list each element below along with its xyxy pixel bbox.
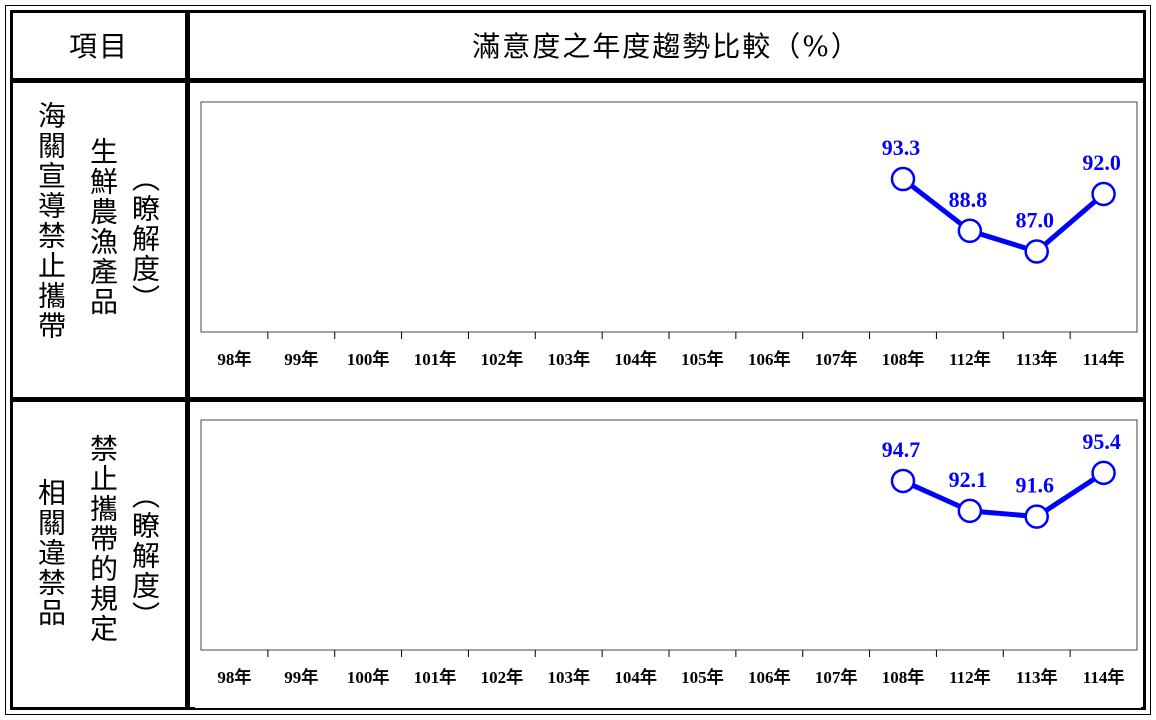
x-tick-label: 112年	[949, 349, 991, 369]
x-tick-label: 99年	[284, 667, 318, 687]
x-tick-label: 102年	[481, 667, 524, 687]
row-divider	[10, 397, 1146, 402]
x-tick-label: 98年	[217, 667, 251, 687]
x-tick-label: 100年	[347, 349, 390, 369]
header-divider	[10, 78, 1146, 83]
x-tick-label: 104年	[614, 667, 657, 687]
x-tick-label: 101年	[414, 667, 457, 687]
data-label: 88.8	[949, 187, 988, 212]
series-line	[901, 177, 1106, 254]
column-divider	[185, 10, 190, 710]
table-inner-border	[10, 10, 1146, 710]
x-tick-label: 105年	[681, 667, 724, 687]
x-tick-label: 98年	[217, 349, 251, 369]
x-tick-label: 113年	[1016, 667, 1058, 687]
item-column-header: 項目	[68, 30, 129, 63]
data-point-marker	[890, 468, 916, 494]
data-label: 92.0	[1082, 150, 1121, 175]
x-tick-label: 112年	[949, 667, 991, 687]
table-outer-border	[5, 5, 1151, 715]
x-tick-label: 102年	[481, 349, 524, 369]
x-tick-label: 103年	[547, 349, 590, 369]
x-tick-label: 113年	[1016, 349, 1058, 369]
x-tick-label: 114年	[1083, 667, 1125, 687]
data-point-marker	[890, 166, 916, 192]
x-tick-label: 114年	[1083, 349, 1125, 369]
x-tick-label: 101年	[414, 349, 457, 369]
x-tick-label: 107年	[815, 667, 858, 687]
x-tick-label: 108年	[882, 667, 925, 687]
data-point-marker	[1024, 239, 1049, 264]
data-point-marker	[1091, 460, 1116, 486]
row1-category-label: 海關宣導禁止攜帶	[34, 101, 67, 341]
data-label: 94.7	[882, 437, 921, 462]
data-point-marker	[957, 218, 983, 244]
chart-fresh-produce-understanding: 98年 99年 100年 101年 102年 103年 104年 105年 106年 107年 10…	[195, 90, 1141, 390]
x-tick-label: 108年	[882, 349, 925, 369]
x-tick-label: 107年	[815, 349, 858, 369]
row2-metric-label: （瞭解度）	[128, 481, 161, 631]
chart-prohibited-items-understanding: 98年 99年 100年 101年 102年 103年 104年 105年 106年 107年 10…	[195, 408, 1141, 708]
plot-area	[200, 101, 1138, 333]
x-tick-label: 103年	[547, 667, 590, 687]
trend-column-header: 滿意度之年度趨勢比較（%）	[472, 30, 861, 63]
row1-metric-label: （瞭解度）	[128, 164, 161, 314]
data-label: 95.4	[1082, 429, 1121, 454]
x-tick-label: 106年	[748, 349, 791, 369]
x-tick-label: 106年	[748, 667, 791, 687]
row1-topic-label: 生鮮農漁產品	[86, 137, 119, 317]
row2-topic-label: 禁止攜帶的規定	[86, 434, 119, 644]
series-line	[901, 470, 1105, 520]
x-tick-label: 104年	[614, 349, 657, 369]
x-tick-label: 100年	[347, 667, 390, 687]
x-tick-label: 99年	[284, 349, 318, 369]
x-tick-label: 105年	[681, 349, 724, 369]
row2-category-label: 相關違禁品	[34, 478, 67, 628]
plot-area	[200, 419, 1138, 651]
data-point-marker	[1024, 504, 1049, 529]
data-label: 87.0	[1015, 208, 1054, 233]
data-label: 92.1	[949, 467, 988, 492]
data-label: 93.3	[882, 135, 921, 160]
data-point-marker	[1091, 181, 1116, 207]
data-point-marker	[957, 498, 983, 524]
data-label: 91.6	[1015, 473, 1054, 498]
